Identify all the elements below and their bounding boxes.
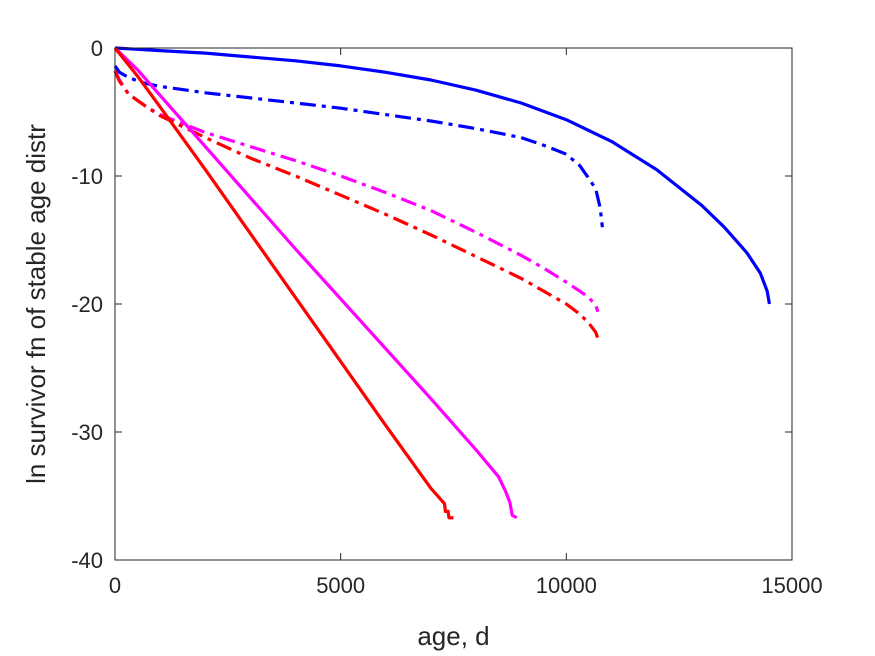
x-tick-label: 0 — [109, 573, 121, 598]
x-tick-label: 5000 — [316, 573, 365, 598]
tick-layer: 0 5000 10000 15000 0 -10 -20 -30 -40 — [71, 36, 822, 598]
series-line-6 — [113, 46, 454, 520]
series-line-3 — [113, 70, 600, 313]
series-line-5 — [113, 46, 518, 520]
y-tick-label: -30 — [71, 420, 103, 445]
series-layer — [113, 46, 771, 520]
y-tick-label: -40 — [71, 548, 103, 573]
y-tick-label: -20 — [71, 292, 103, 317]
series-line-4 — [113, 70, 600, 340]
y-axis-label: ln survivor fn of stable age distr — [21, 124, 51, 484]
x-tick-label: 10000 — [536, 573, 597, 598]
x-tick-label: 15000 — [761, 573, 822, 598]
x-axis-label: age, d — [417, 621, 489, 651]
series-line-1 — [114, 46, 771, 305]
plot-area-frame — [114, 47, 793, 561]
series-line-2 — [113, 64, 604, 228]
y-tick-label: 0 — [91, 36, 103, 61]
y-tick-label: -10 — [71, 164, 103, 189]
